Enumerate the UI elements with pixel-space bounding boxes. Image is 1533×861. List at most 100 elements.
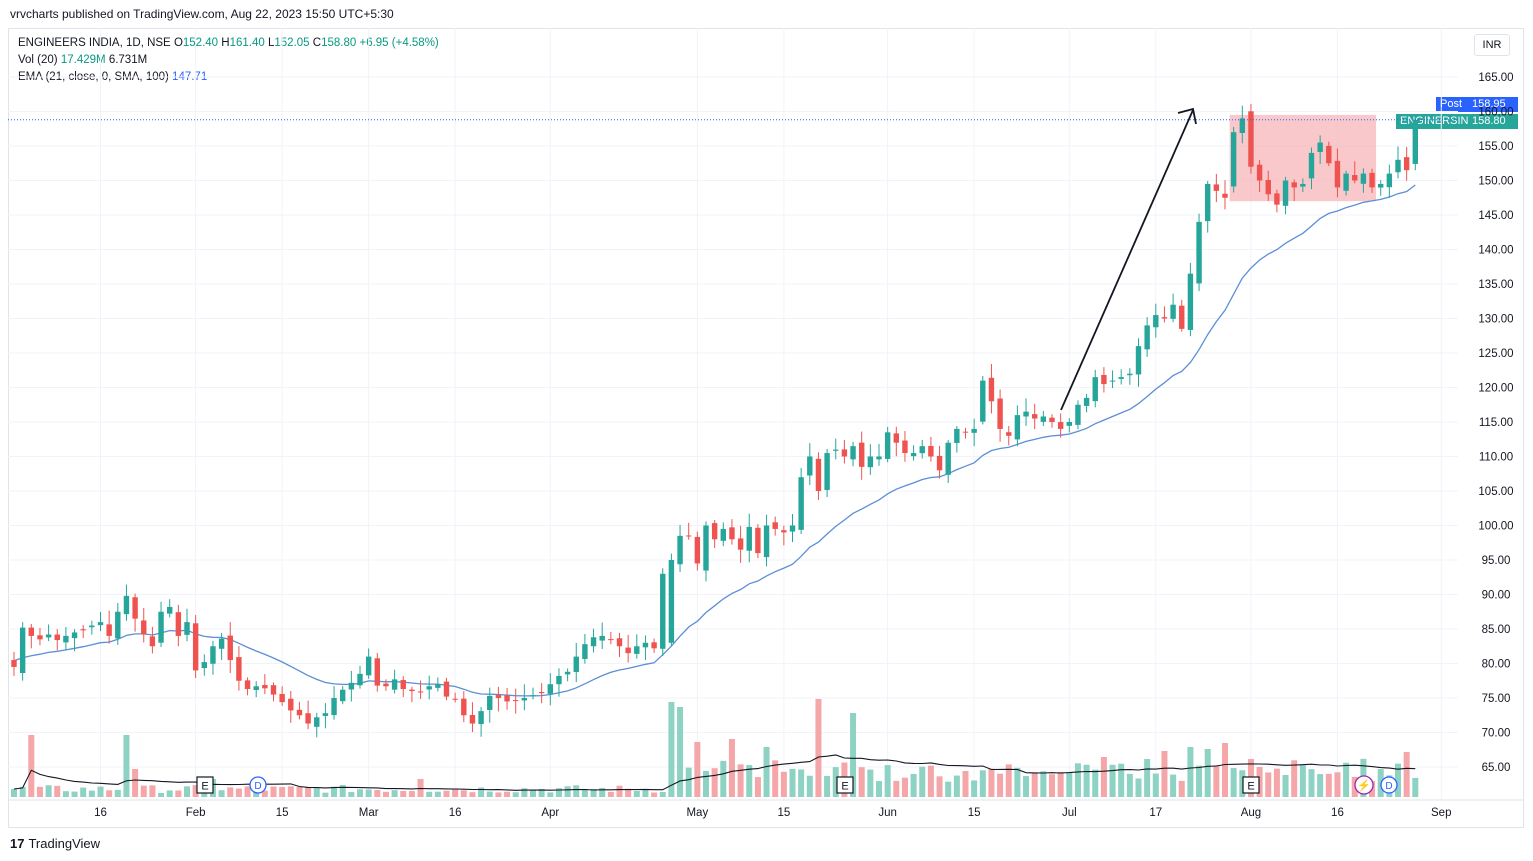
candle-body (469, 714, 476, 724)
candle (71, 629, 78, 652)
candle (469, 702, 476, 733)
split-event-marker: ⚡ (1354, 775, 1374, 795)
y-axis-ticks: 65.00 70.00 75.00 80.00 85.00 90.00 95.00 100.0… (1478, 72, 1513, 774)
candle-body (1222, 193, 1228, 198)
candle-body (686, 535, 692, 537)
candle (1023, 398, 1029, 426)
volume-bar (772, 760, 779, 797)
volume-bar (919, 766, 926, 797)
candle-body (1101, 374, 1107, 385)
y-tick-label: 95.00 (1482, 555, 1511, 567)
candle (244, 677, 251, 696)
volume-bar (62, 791, 69, 797)
volume-bar (1092, 769, 1099, 797)
candle (63, 626, 69, 651)
candle (642, 635, 649, 660)
candle (720, 522, 726, 547)
currency-button[interactable]: INR (1474, 34, 1510, 56)
volume-bar (832, 767, 839, 797)
candle (1265, 170, 1271, 201)
candle (487, 687, 493, 723)
volume-bar (1282, 775, 1289, 797)
post-price-label: Post (1436, 97, 1468, 112)
candle-body (729, 527, 735, 540)
legend-close-value: 158.80 (321, 37, 357, 49)
candle-body (1256, 164, 1263, 181)
x-axis-ticks: 16 Feb 15 Mar 16 Apr May 15 Jun 15 Jul 17 Aug 16 Sep (94, 807, 1451, 819)
volume-bar (1213, 765, 1220, 797)
candle (1403, 147, 1410, 181)
candle (763, 514, 770, 567)
candle-body (158, 611, 164, 643)
candle-body (988, 377, 995, 402)
candle-body (141, 620, 147, 635)
candle-body (1343, 173, 1349, 191)
legend-high-value: 161.40 (229, 37, 265, 49)
candle (374, 652, 380, 692)
candle (1144, 317, 1150, 357)
volume-bar (824, 775, 831, 797)
x-tick-label: Mar (359, 807, 379, 819)
candle-body (642, 642, 649, 648)
candle (1032, 403, 1038, 430)
x-tick-label: 16 (1331, 807, 1344, 819)
candle-body (1282, 180, 1289, 206)
legend-symbol[interactable]: ENGINEERS INDIA, 1D, NSE (18, 37, 171, 49)
candle-body (80, 629, 86, 631)
volume-bar (218, 790, 225, 797)
candle (270, 682, 277, 702)
candle-body (322, 713, 329, 716)
volume-bar (158, 792, 165, 797)
candle (590, 628, 597, 653)
candle-body (314, 717, 320, 727)
y-tick-label: 90.00 (1482, 590, 1511, 602)
candle-body (1265, 179, 1271, 195)
volume-bar (538, 788, 545, 797)
candle (1274, 189, 1280, 213)
candle-body (37, 635, 43, 640)
legend-volume-row[interactable]: Vol (20) 17.429M 6.731M (18, 52, 439, 69)
candle (365, 648, 372, 679)
earnings-marker-2: E (836, 776, 854, 794)
candle (521, 684, 528, 711)
candle-body (1352, 175, 1358, 181)
candle-body (365, 656, 372, 676)
x-tick-label: Sep (1431, 807, 1451, 819)
candle (383, 679, 389, 691)
candle-body (192, 623, 199, 671)
candle-body (997, 398, 1003, 429)
candle (867, 444, 874, 475)
y-tick-label: 150.00 (1478, 176, 1513, 188)
candle-body (1230, 132, 1237, 187)
price-gridlines (8, 28, 1458, 800)
volume-bar (296, 787, 303, 797)
x-tick-label: 15 (968, 807, 981, 819)
symbol-price-value: 158.80 (1468, 114, 1518, 129)
candle-body (1092, 377, 1098, 402)
candle-body (1179, 305, 1185, 329)
volume-bar (893, 780, 900, 797)
candle (97, 611, 104, 632)
y-tick-label: 75.00 (1482, 693, 1511, 705)
volume-bar (1126, 773, 1133, 797)
candle (348, 670, 355, 702)
candle (902, 430, 908, 462)
volume-bar (184, 786, 190, 797)
trend-arrow-head (1177, 107, 1197, 125)
candle (1066, 418, 1072, 433)
candle-body (928, 445, 934, 457)
candle-body (746, 526, 752, 551)
volume-bar (140, 785, 147, 797)
candle (1127, 368, 1133, 385)
candle-body (556, 675, 562, 685)
candle-body (478, 711, 484, 725)
volume-bar (979, 770, 986, 797)
volume-bar (668, 702, 675, 797)
candle-body (1386, 173, 1393, 188)
candle-body (538, 691, 545, 694)
volume-bar (512, 792, 519, 797)
candle (37, 627, 43, 646)
candle-body (262, 684, 268, 689)
volume-bar (408, 791, 415, 797)
